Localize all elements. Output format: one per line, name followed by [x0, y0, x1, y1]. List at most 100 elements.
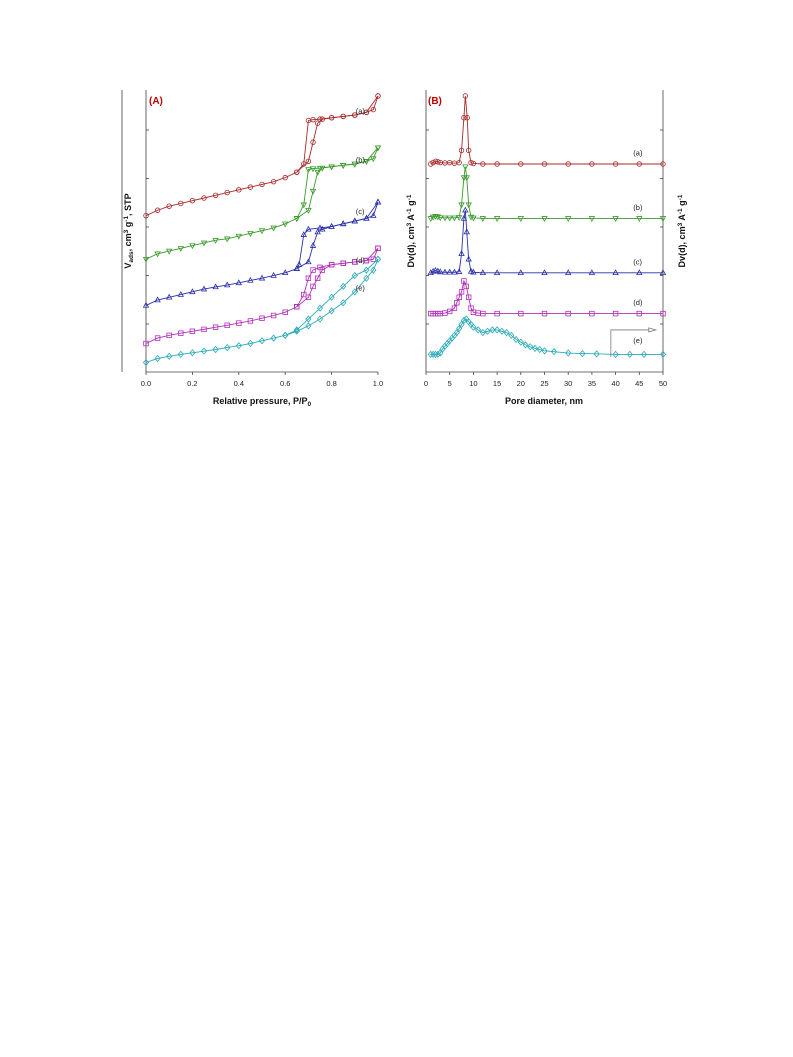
panel-a-desorption-line: [296, 248, 379, 308]
panel-b-y-axis-title-right: Dv(d), cm3 A-1 g-1: [677, 194, 687, 267]
panel-a-data-point: [319, 225, 326, 232]
panel-a-data-point: [375, 93, 381, 99]
panel-b-data-point: [612, 269, 619, 276]
panel-b-data-point: [612, 350, 619, 359]
panel-a-data-point: [314, 228, 321, 235]
panel-a-series-label: (b): [356, 156, 366, 165]
panel-b-label: (B): [428, 96, 442, 107]
panel-b-x-tick-label: 45: [635, 379, 643, 388]
panel-a-data-point: [294, 304, 300, 310]
panel-b-data-point: [579, 349, 586, 358]
panel-b-data-point: [517, 216, 525, 222]
panel-b-data-point: [541, 161, 548, 167]
panel-a-data-point: [247, 318, 254, 324]
panel-b-data-point: [429, 267, 437, 274]
panel-a-data-point: [166, 203, 172, 209]
panel-a-data-point: [165, 293, 173, 300]
panel-a-data-point: [258, 228, 266, 235]
panel-b-data-point: [636, 269, 643, 276]
panel-a-data-point: [317, 116, 323, 122]
panel-a-data-point: [363, 159, 370, 165]
panel-a-data-point: [143, 212, 149, 219]
panel-b-series-label: (a): [633, 149, 643, 158]
panel-a-data-point: [352, 112, 358, 118]
panel-b-data-point: [527, 343, 534, 351]
panel-a-data-point: [363, 214, 370, 221]
panel-b-series-label: (b): [633, 203, 643, 212]
panel-b-data-point: [434, 350, 441, 359]
panel-b-data-point: [468, 159, 474, 166]
panel-b-series-0: (a): [428, 93, 666, 167]
panel-b-data-point: [435, 159, 441, 165]
panel-b-data-point: [612, 161, 619, 167]
panel-a-data-point: [236, 320, 242, 326]
panel-b-series-1: (b): [427, 164, 667, 222]
panel-b-data-point: [541, 310, 548, 317]
panel-a-data-point: [374, 255, 382, 263]
panel-a-data-point: [247, 276, 254, 283]
panel-b-data-point: [460, 214, 468, 221]
panel-b-x-axis-title: Pore diameter, nm: [505, 396, 583, 406]
panel-b-data-point: [636, 310, 642, 317]
panel-a-data-point: [189, 328, 196, 334]
panel-b-data-point: [494, 161, 500, 167]
panel-b-x-tick-label: 20: [517, 379, 525, 388]
panel-b-data-point: [430, 350, 437, 359]
panel-a-data-point: [300, 231, 307, 237]
panel-a-data-point: [282, 309, 288, 315]
panel-b-data-point: [463, 283, 469, 290]
panel-b-data-point: [432, 213, 439, 220]
panel-a-data-point: [224, 322, 230, 328]
panel-a-data-point: [309, 166, 317, 173]
panel-a-data-point: [363, 266, 370, 274]
panel-a-desorption-line: [296, 95, 379, 173]
panel-a-data-point: [363, 274, 370, 282]
panel-b-data-point: [541, 216, 548, 222]
panel-b-data-point: [479, 216, 487, 222]
panel-a-data-point: [224, 343, 231, 352]
panel-a-data-point: [300, 202, 307, 209]
panel-a-data-point: [328, 293, 335, 301]
panel-a-series-label: (d): [356, 256, 366, 265]
panel-b-data-point: [470, 268, 477, 275]
panel-b-data-point: [536, 345, 543, 354]
panel-b-data-point: [659, 269, 667, 276]
panel-b-data-point: [461, 115, 467, 121]
panel-b-data-point: [454, 300, 460, 306]
panel-b-data-point: [541, 269, 548, 276]
panel-a-data-point: [328, 222, 335, 229]
panel-a-data-point: [200, 240, 208, 247]
panel-a-data-point: [351, 217, 359, 224]
panel-b-data-point: [455, 268, 463, 274]
panel-b-x-tick-label: 40: [611, 379, 619, 388]
panel-a-data-point: [340, 260, 346, 266]
panel-a-data-point: [293, 216, 301, 222]
panel-b-data-point: [465, 147, 472, 154]
panel-a-data-point: [328, 307, 335, 315]
panel-b-data-point: [498, 327, 505, 335]
panel-a-data-point: [154, 335, 161, 341]
panel-a-data-point: [314, 169, 321, 176]
panel-a-data-point: [154, 296, 161, 303]
panel-a-y-axis-title: Vads, cm3 g-1, STP: [123, 193, 135, 268]
panel-b-data-point: [593, 350, 600, 358]
panel-a-data-point: [258, 337, 266, 345]
panel-a-data-point: [270, 271, 277, 278]
panel-a-data-point: [374, 145, 382, 152]
panel-a-series: (a) (b) (c) (d) (e): [142, 93, 382, 367]
panel-a-data-point: [309, 188, 317, 195]
panel-a-adsorption-line: [145, 248, 379, 344]
panel-b-data-point: [470, 160, 477, 167]
panel-a-data-point: [201, 195, 207, 201]
panel-b-data-point: [565, 161, 571, 167]
panel-a-data-point: [270, 334, 277, 342]
panel-a-data-point: [212, 283, 219, 290]
panel-a-data-point: [305, 258, 312, 265]
panel-a-data-point: [301, 161, 307, 167]
panel-a-series-label: (a): [356, 107, 366, 116]
panel-b-data-point: [518, 161, 524, 167]
panel-a-data-point: [154, 207, 161, 213]
panel-a-data-point: [154, 251, 161, 258]
panel-a-data-point: [351, 271, 358, 280]
panel-a-data-point: [235, 279, 243, 286]
